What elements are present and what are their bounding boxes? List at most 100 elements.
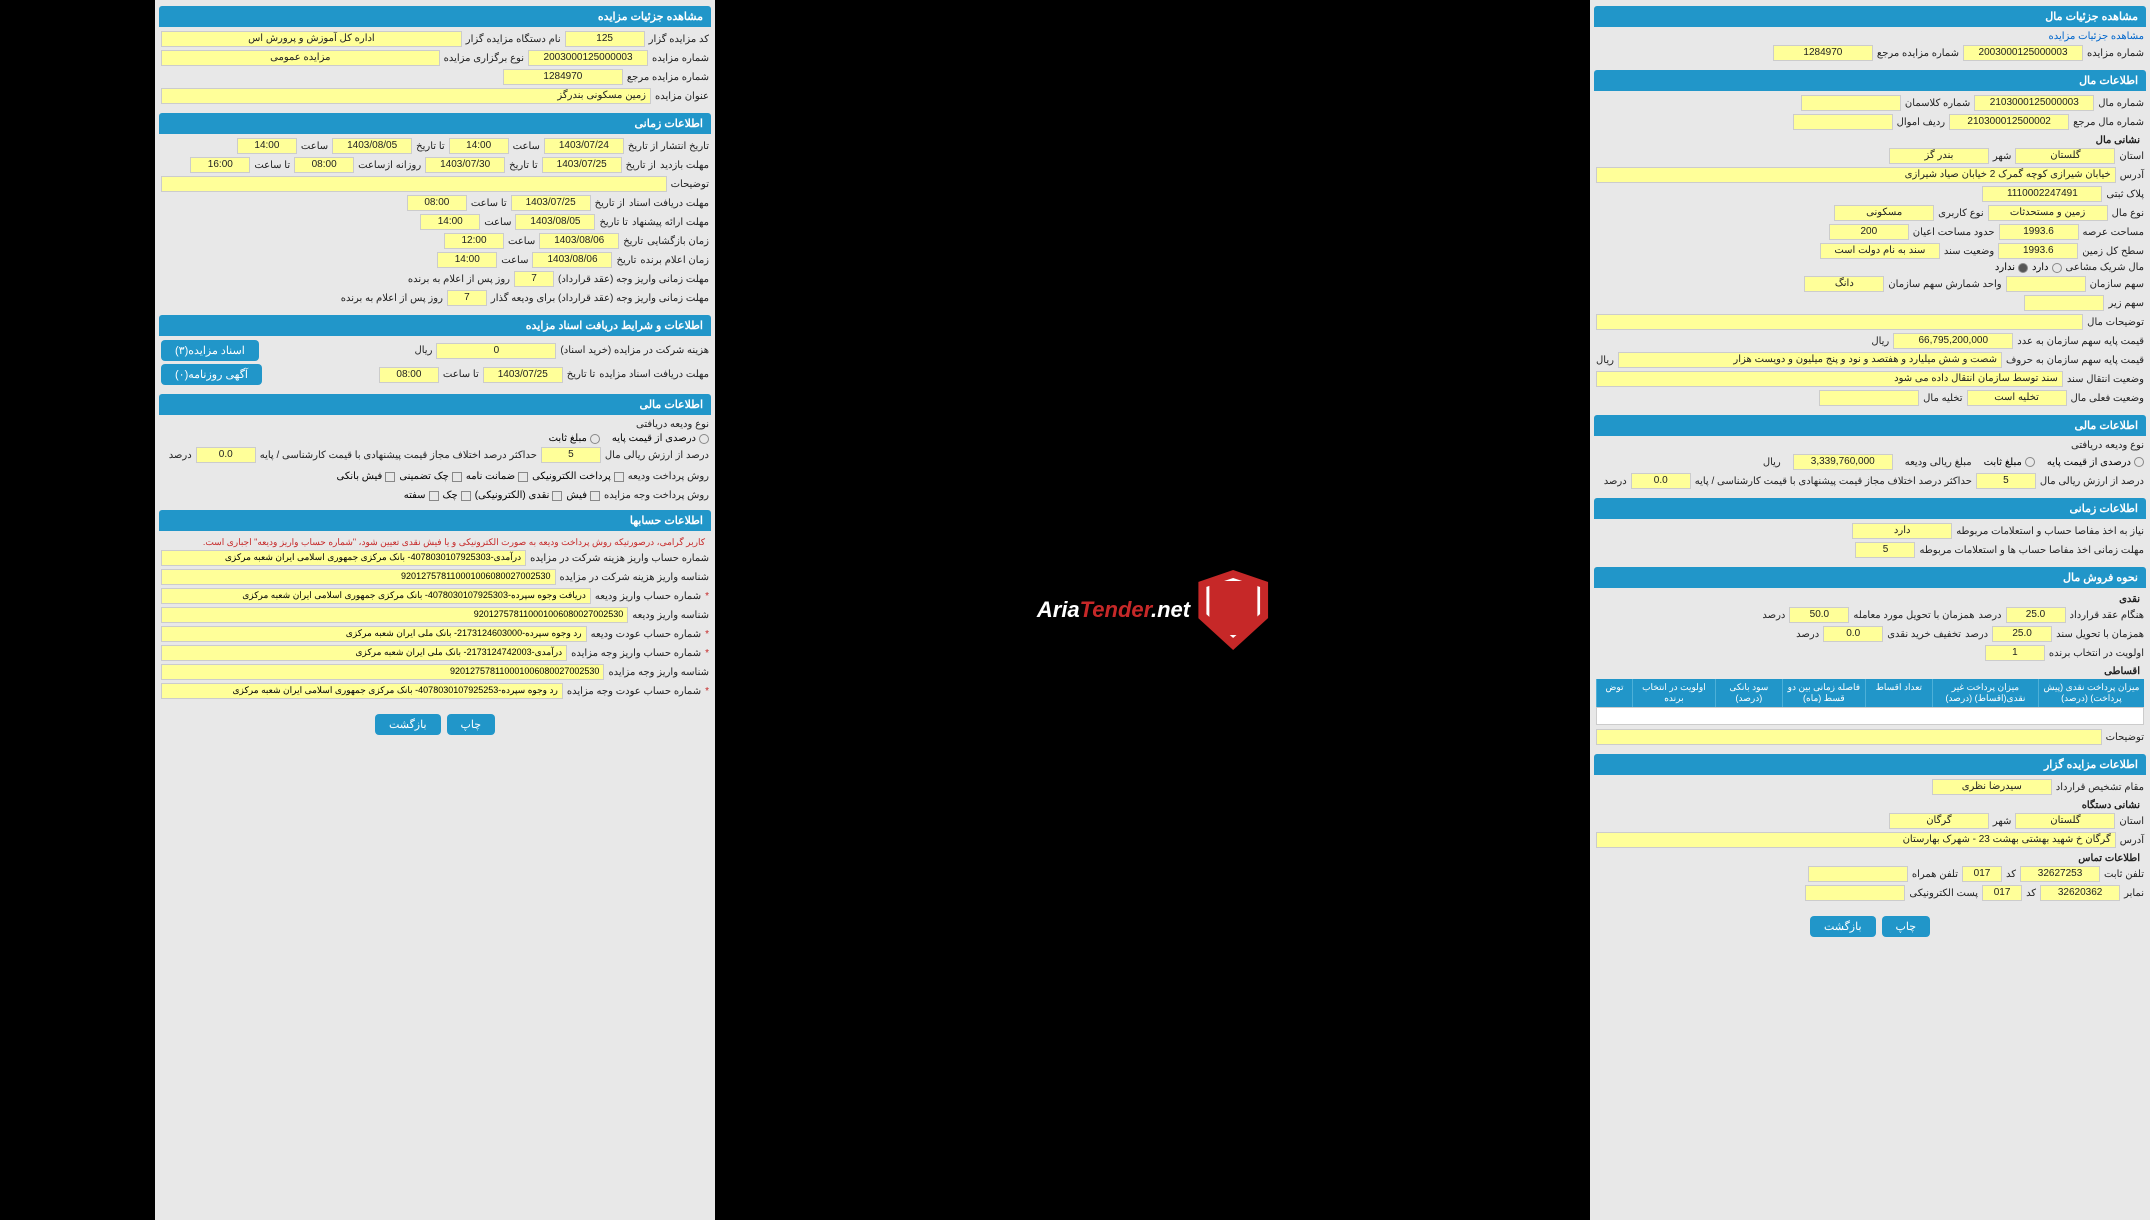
ref-value: 1284970	[503, 69, 623, 85]
deposit-lbl: مهلت زمانی واریز وجه (عقد قرارداد) برای …	[491, 293, 709, 304]
offer-t: 14:00	[420, 214, 480, 230]
city: بندر گز	[1889, 148, 1989, 164]
a6-lbl: شماره حساب واریز وجه مزایده	[571, 648, 701, 659]
org-value: اداره کل آموزش و پرورش اس	[161, 31, 462, 47]
prop-ref: 210300012500002	[1949, 114, 2069, 130]
deposit-type-lbl: نوع ودیعه دریافتی	[636, 419, 709, 430]
p3[interactable]: چک	[443, 490, 471, 501]
m4[interactable]: فیش بانکی	[337, 471, 396, 482]
shared-yes[interactable]: دارد	[2032, 262, 2062, 273]
pay-method-lbl: روش پرداخت وجه مزایده	[604, 490, 709, 501]
offer-from: 1403/08/05	[515, 214, 595, 230]
pub-from-lbl: تاریخ انتشار از تاریخ	[628, 141, 709, 152]
pub-to-t: 14:00	[237, 138, 297, 154]
a2-lbl: شناسه واریز هزینه شرکت در مزایده	[560, 572, 709, 583]
opt-pct[interactable]: درصدی از قیمت پایه	[612, 433, 709, 444]
daily-from: 08:00	[294, 157, 354, 173]
doc-to-t: 08:00	[407, 195, 467, 211]
num-value: 2003000125000003	[528, 50, 648, 66]
view-auction-link[interactable]: مشاهده جزئیات مزایده	[2048, 31, 2144, 42]
property-details-panel: مشاهده جزئیات مال مشاهده جزئیات مزایده ش…	[1590, 0, 2150, 1220]
l-sec4-header: اطلاعات زمانی	[1594, 498, 2146, 519]
cost: 0	[436, 343, 556, 359]
addr: خیابان شیرازی کوچه گمرک 2 خیابان صیاد شی…	[1596, 167, 2116, 183]
l-sec1-header: مشاهده جزئیات مال	[1594, 6, 2146, 27]
auction-title-value: زمین مسکونی بندرگز	[161, 88, 651, 104]
m1[interactable]: پرداخت الکترونیکی	[532, 471, 624, 482]
type-label: نوع برگزاری مزایده	[444, 53, 524, 64]
open-date: 1403/08/06	[539, 233, 619, 249]
o-prov: گلستان	[2015, 813, 2115, 829]
ref-label: شماره مزایده مرجع	[627, 72, 709, 83]
accounts-note: کاربر گرامی، درصورتیکه روش پرداخت ودیعه …	[161, 535, 709, 550]
o-addr: گرگان خ شهید بهشتی بهشت 23 - شهرک بهارست…	[1596, 832, 2116, 848]
daily-to: 16:00	[190, 157, 250, 173]
div	[2024, 295, 2104, 311]
o-city: گرگان	[1889, 813, 1989, 829]
sec2-header: اطلاعات زمانی	[159, 113, 711, 134]
a4: 920127578110001006080027002530	[161, 607, 628, 623]
type-value: مزایده عمومی	[161, 50, 440, 66]
a2: 920127578110001006080027002530	[161, 569, 556, 585]
official: سیدرضا نظری	[1932, 779, 2052, 795]
pub-to: 1403/08/05	[332, 138, 412, 154]
tel-code: 017	[1962, 866, 2002, 882]
offer-lbl: مهلت ارائه پیشنهاد	[632, 217, 709, 228]
a3: دریافت وجوه سپرده-4078030107925303- بانک…	[161, 588, 591, 604]
code-value: 125	[565, 31, 645, 47]
words: شصت و شش میلیارد و هفتصد و نود و پنج میل…	[1618, 352, 2002, 368]
doc-lbl: مهلت دریافت اسناد	[629, 198, 709, 209]
a4-lbl: شناسه واریز ودیعه	[632, 610, 709, 621]
priority: 1	[1985, 645, 2045, 661]
p2[interactable]: نقدی (الکترونیکی)	[475, 490, 563, 501]
back-button[interactable]: بازگشت	[375, 714, 441, 735]
ad-button[interactable]: آگهی روزنامه(۰)	[161, 364, 262, 385]
a5: رد وجوه سپرده-2173124603000- بانک ملی ای…	[161, 626, 587, 642]
l-sec2-header: اطلاعات مال	[1594, 70, 2146, 91]
prop-id: 2103000125000003	[1974, 95, 2094, 111]
pub-from: 1403/07/24	[544, 138, 624, 154]
visit-lbl: مهلت بازدید	[660, 160, 709, 171]
fax: 32620362	[2040, 885, 2120, 901]
org-label: نام دستگاه مزایده گزار	[466, 34, 561, 45]
l-print-button[interactable]: چاپ	[1882, 916, 1931, 937]
p4[interactable]: سفته	[404, 490, 439, 501]
winner-lbl: زمان اعلام برنده	[640, 255, 709, 266]
opt-fixed[interactable]: مبلغ ثابت	[549, 433, 600, 444]
addr-subtitle: نشانی مال	[1596, 133, 2144, 148]
m2[interactable]: ضمانت نامه	[466, 471, 528, 482]
a5-lbl: شماره حساب عودت ودیعه	[591, 629, 701, 640]
mob	[1808, 866, 1908, 882]
build: 200	[1829, 224, 1909, 240]
visit-from: 1403/07/25	[542, 157, 622, 173]
winner-t: 14:00	[437, 252, 497, 268]
l-opt-pct[interactable]: درصدی از قیمت پایه	[2047, 457, 2144, 468]
a1: درآمدی-4078030107925303- بانک مرکزی جمهو…	[161, 550, 526, 566]
unit: دانگ	[1804, 276, 1884, 292]
m3[interactable]: چک تضمینی	[399, 471, 462, 482]
inquiry: دارد	[1852, 523, 1952, 539]
l-back-button[interactable]: بازگشت	[1810, 916, 1876, 937]
sale-desc	[1596, 729, 2102, 745]
print-button[interactable]: چاپ	[447, 714, 496, 735]
p1[interactable]: فیش	[566, 490, 600, 501]
l-opt-fixed[interactable]: مبلغ ثابت	[1984, 457, 2035, 468]
row-val	[1793, 114, 1893, 130]
a6: درآمدی-2173124742003- بانک ملی ایران شعب…	[161, 645, 567, 661]
num-label: شماره مزایده	[652, 53, 709, 64]
a7-lbl: شناسه واریز وجه مزایده	[608, 667, 709, 678]
org-share	[2006, 276, 2086, 292]
a3-lbl: شماره حساب واریز ودیعه	[595, 591, 701, 602]
l-diff: 0.0	[1631, 473, 1691, 489]
docs-button[interactable]: اسناد مزایده(۳)	[161, 340, 259, 361]
auction-details-panel: مشاهده جزئیات مزایده کد مزایده گزار 125 …	[155, 0, 715, 1220]
contract: 25.0	[2006, 607, 2066, 623]
prov: گلستان	[2015, 148, 2115, 164]
shared-no[interactable]: ندارد	[1995, 262, 2028, 273]
deposit-days: 7	[447, 290, 487, 306]
title-label: عنوان مزایده	[655, 91, 709, 102]
open-lbl: زمان بازگشایی	[647, 236, 709, 247]
sec3-header: اطلاعات و شرایط دریافت اسناد مزایده	[159, 315, 711, 336]
pay-days: 7	[514, 271, 554, 287]
plate: 1110002247491	[1982, 186, 2102, 202]
